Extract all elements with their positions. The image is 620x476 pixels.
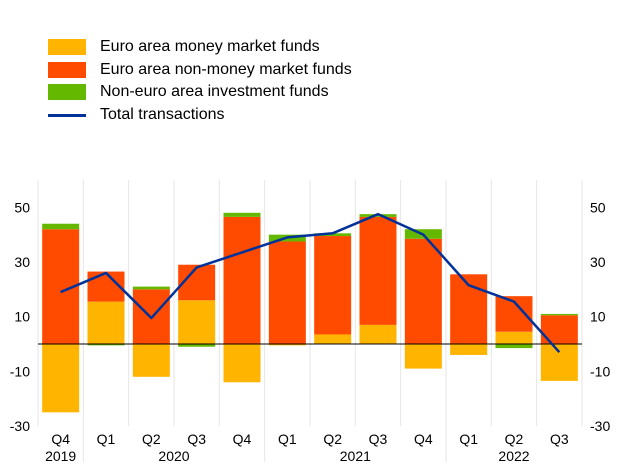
x-tick-label: Q3	[369, 431, 388, 447]
bars-layer	[42, 212, 578, 413]
legend: Euro area money market funds Euro area n…	[48, 36, 352, 126]
bar-segment-s2-10	[495, 344, 533, 349]
x-year-label: 2021	[340, 448, 371, 464]
bar-segment-s0-7	[359, 324, 397, 344]
legend-label-total: Total transactions	[100, 105, 225, 123]
x-tick-label: Q4	[233, 431, 252, 447]
bar-segment-s0-4	[223, 344, 261, 383]
bar-segment-s0-2	[132, 344, 170, 377]
y-tick-label-left: -10	[10, 363, 30, 379]
bar-segment-s0-0	[42, 344, 80, 413]
x-tick-label: Q1	[97, 431, 116, 447]
bar-segment-s0-1	[87, 301, 125, 344]
x-tick-label: Q1	[278, 431, 297, 447]
y-tick-label-left: 50	[14, 199, 30, 215]
y-tick-label-left: -30	[10, 418, 30, 434]
axes-layer: -30 -30 -10 -10 10 10 30 30 50 50 Q4 Q1 Q2 Q3 Q4 Q1 Q2 Q3…	[10, 199, 611, 464]
total-transactions-line	[60, 212, 561, 354]
x-tick-label: Q2	[323, 431, 342, 447]
y-tick-label-right: -10	[590, 363, 610, 379]
y-tick-label-left: 10	[14, 309, 30, 325]
bar-segment-s2-4	[223, 212, 261, 217]
legend-line-total	[48, 114, 86, 118]
y-tick-label-right: 50	[590, 199, 606, 215]
legend-label-non-mmf: Euro area non-money market funds	[100, 60, 352, 78]
bar-segment-s1-6	[314, 236, 352, 335]
legend-item-mmf: Euro area money market funds	[48, 36, 352, 59]
y-tick-label-left: 30	[14, 254, 30, 270]
bar-segment-s2-0	[42, 223, 80, 230]
bar-segment-s1-5	[268, 241, 306, 344]
bar-segment-s1-4	[223, 216, 261, 344]
x-tick-label: Q3	[550, 431, 569, 447]
x-tick-label: Q2	[505, 431, 524, 447]
x-tick-label: Q4	[51, 431, 70, 447]
legend-swatch-non-mmf	[48, 61, 86, 78]
bar-segment-s0-9	[450, 344, 488, 355]
line-layer	[60, 212, 561, 354]
bar-segment-s0-11	[540, 344, 578, 381]
x-tick-label: Q1	[459, 431, 478, 447]
bar-segment-s0-6	[314, 334, 352, 344]
bar-segment-s0-10	[495, 331, 533, 344]
legend-swatch-mmf	[48, 39, 86, 56]
bar-segment-s1-11	[540, 315, 578, 344]
x-year-label: 2022	[498, 448, 529, 464]
bar-segment-s2-6	[314, 233, 352, 237]
x-year-label: 2019	[45, 448, 76, 464]
x-tick-label: Q2	[142, 431, 161, 447]
x-tick-label: Q3	[187, 431, 206, 447]
legend-item-non-euro: Non-euro area investment funds	[48, 81, 352, 104]
bar-segment-s2-2	[132, 286, 170, 290]
legend-swatch-non-euro	[48, 84, 86, 101]
y-tick-label-right: 10	[590, 309, 606, 325]
legend-item-non-mmf: Euro area non-money market funds	[48, 59, 352, 82]
bar-segment-s0-3	[178, 300, 216, 344]
y-tick-label-right: 30	[590, 254, 606, 270]
x-tick-label: Q4	[414, 431, 433, 447]
x-year-label: 2020	[158, 448, 189, 464]
bar-segment-s1-8	[404, 238, 442, 344]
bar-segment-s2-1	[87, 344, 125, 346]
y-tick-label-right: -30	[590, 418, 610, 434]
bar-segment-s2-11	[540, 313, 578, 316]
bar-segment-s2-3	[178, 344, 216, 347]
bar-segment-s1-7	[359, 216, 397, 325]
bar-segment-s0-5	[268, 344, 306, 346]
legend-label-mmf: Euro area money market funds	[100, 38, 320, 56]
grid-layer	[37, 180, 583, 462]
legend-label-non-euro: Non-euro area investment funds	[100, 83, 329, 101]
bar-segment-s0-8	[404, 344, 442, 369]
legend-item-total: Total transactions	[48, 104, 352, 127]
